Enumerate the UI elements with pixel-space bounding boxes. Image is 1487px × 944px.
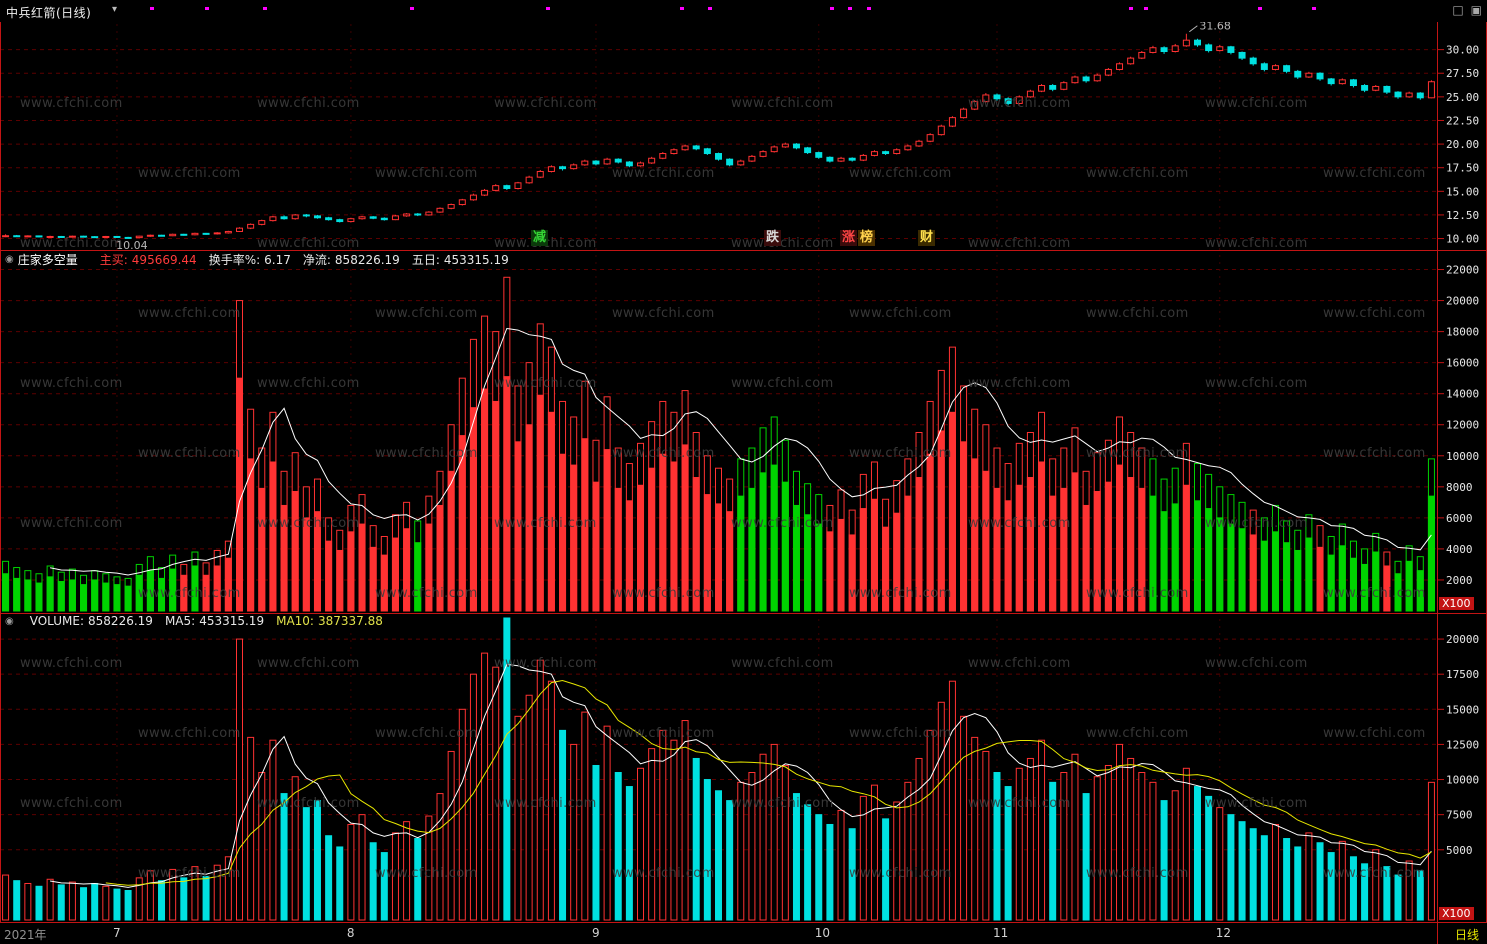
scale-tick-label: 5000 <box>1446 844 1473 857</box>
field-value: 6.17 <box>264 253 291 267</box>
signal-dot <box>205 7 209 10</box>
restore-window-icon[interactable]: □ <box>1452 3 1464 17</box>
indicator-ma5-line <box>50 327 1432 576</box>
title-dropdown-icon[interactable]: ▾ <box>112 4 118 15</box>
layout-panel-icon[interactable]: ▣ <box>1470 3 1482 17</box>
scale-tick-label: 10.00 <box>1446 233 1479 246</box>
scale-tick-label: 20.00 <box>1446 138 1479 151</box>
price-candles <box>2 33 1435 239</box>
overlay-tag[interactable]: 跌 <box>764 230 782 246</box>
scale-tick-label: 17.50 <box>1446 162 1479 175</box>
scale-tick-label: 30.00 <box>1446 44 1479 57</box>
scale-tick-label: 2000 <box>1446 574 1473 587</box>
field-label: 净流: <box>302 253 331 267</box>
scale-tick-label: 27.50 <box>1446 67 1479 80</box>
signal-dot <box>848 7 852 10</box>
overlay-tag[interactable]: 榜 <box>858 230 876 246</box>
scale-tick-label: 18000 <box>1446 326 1479 339</box>
signal-dot <box>1312 7 1316 10</box>
field-value: 453315.19 <box>443 253 509 267</box>
high-price-annotation: 31.68 <box>1199 20 1231 33</box>
scale-tick-label: 12.50 <box>1446 209 1479 222</box>
scale-tick-label: 14000 <box>1446 388 1479 401</box>
volume-ma5-line <box>50 663 1432 888</box>
month-label: 7 <box>112 926 121 940</box>
scale-tick-label: 20000 <box>1446 295 1479 308</box>
field-label: MA10: <box>276 614 314 628</box>
signal-dot <box>867 7 871 10</box>
scale-tick-label: 16000 <box>1446 357 1479 370</box>
scale-tick-label: 10000 <box>1446 450 1479 463</box>
scale-labels: 30.00 27.50 25.00 22.50 20.00 17.50 15.00 12.50… <box>1446 44 1479 857</box>
volume-header: ◉ VOLUME: 858226.19 MA5: 453315.19 MA10: 3873… <box>5 614 383 628</box>
title-bar: 中兵红箭(日线) ▾ □ ▣ <box>0 0 1487 22</box>
signal-dot <box>263 7 267 10</box>
price-annotations: 10.04 31.68 <box>116 20 1231 252</box>
panel-menu-icon[interactable]: ◉ <box>5 615 14 627</box>
month-label: 10 <box>814 926 831 940</box>
signal-dot <box>1129 7 1133 10</box>
field-label: 换手率%: <box>208 253 261 267</box>
field-value: 858226.19 <box>88 614 153 628</box>
x-axis: 2021年 7 8 9 10 11 12 日线 <box>0 922 1487 944</box>
field-value: 858226.19 <box>334 253 400 267</box>
field-label: MA5: <box>164 614 196 628</box>
scale-tick-label: 17500 <box>1446 668 1479 681</box>
volume-ma10-line <box>105 679 1432 886</box>
scale-tick-label: 20000 <box>1446 633 1479 646</box>
month-label: 12 <box>1215 926 1232 940</box>
month-label: 2021年 <box>4 928 47 942</box>
axis-separator <box>1437 923 1438 944</box>
month-label: 8 <box>346 926 355 940</box>
signal-dot <box>708 7 712 10</box>
overlay-tag[interactable]: 财 <box>918 230 936 246</box>
scale-tick-label: 22.50 <box>1446 114 1479 127</box>
scale-tick-label: 12500 <box>1446 738 1479 751</box>
indicator-bars <box>2 276 1435 612</box>
field-value: 387337.88 <box>317 614 383 628</box>
scale-tick-label: 25.00 <box>1446 91 1479 104</box>
overlay-tag[interactable]: 涨 <box>840 230 858 246</box>
unit-label-volume: X100 <box>1439 907 1474 920</box>
volume-bars <box>2 617 1435 921</box>
field-value: 453315.19 <box>199 614 265 628</box>
indicator-header: ◉ 庄家多空量 主买: 495669.44 换手率%: 6.17 净流: 858226.1… <box>5 251 509 268</box>
signal-dot <box>410 7 414 10</box>
scale-tick-label: 22000 <box>1446 264 1479 277</box>
field-value: 495669.44 <box>131 253 197 267</box>
low-price-annotation: 10.04 <box>116 239 147 252</box>
field-label: 主买: <box>99 253 128 267</box>
period-label[interactable]: 日线 <box>1454 928 1479 942</box>
month-label: 9 <box>591 926 600 940</box>
indicator-name[interactable]: 庄家多空量 <box>17 253 78 267</box>
signal-dot <box>1258 7 1262 10</box>
month-label: 11 <box>992 926 1009 940</box>
unit-label-indicator: X100 <box>1439 597 1474 610</box>
signal-dot <box>150 7 154 10</box>
signal-dot <box>1144 7 1148 10</box>
scale-tick-label: 7500 <box>1446 809 1473 822</box>
scale-tick-label: 4000 <box>1446 543 1473 556</box>
scale-tick-label: 10000 <box>1446 774 1479 787</box>
scale-tick-label: 15.00 <box>1446 185 1479 198</box>
window-title: 中兵红箭(日线) <box>6 6 92 20</box>
signal-dot <box>830 7 834 10</box>
panel-menu-icon[interactable]: ◉ <box>5 254 14 265</box>
field-label: VOLUME: <box>29 614 85 628</box>
scale-tick-label: 8000 <box>1446 481 1473 494</box>
scale-tick-label: 6000 <box>1446 512 1473 525</box>
signal-dot <box>546 7 550 10</box>
signal-dot <box>680 7 684 10</box>
scale-tick-label: 15000 <box>1446 703 1479 716</box>
scale-tick-label: 12000 <box>1446 419 1479 432</box>
overlay-tag[interactable]: 减 <box>531 230 549 246</box>
field-label: 五日: <box>411 253 440 267</box>
